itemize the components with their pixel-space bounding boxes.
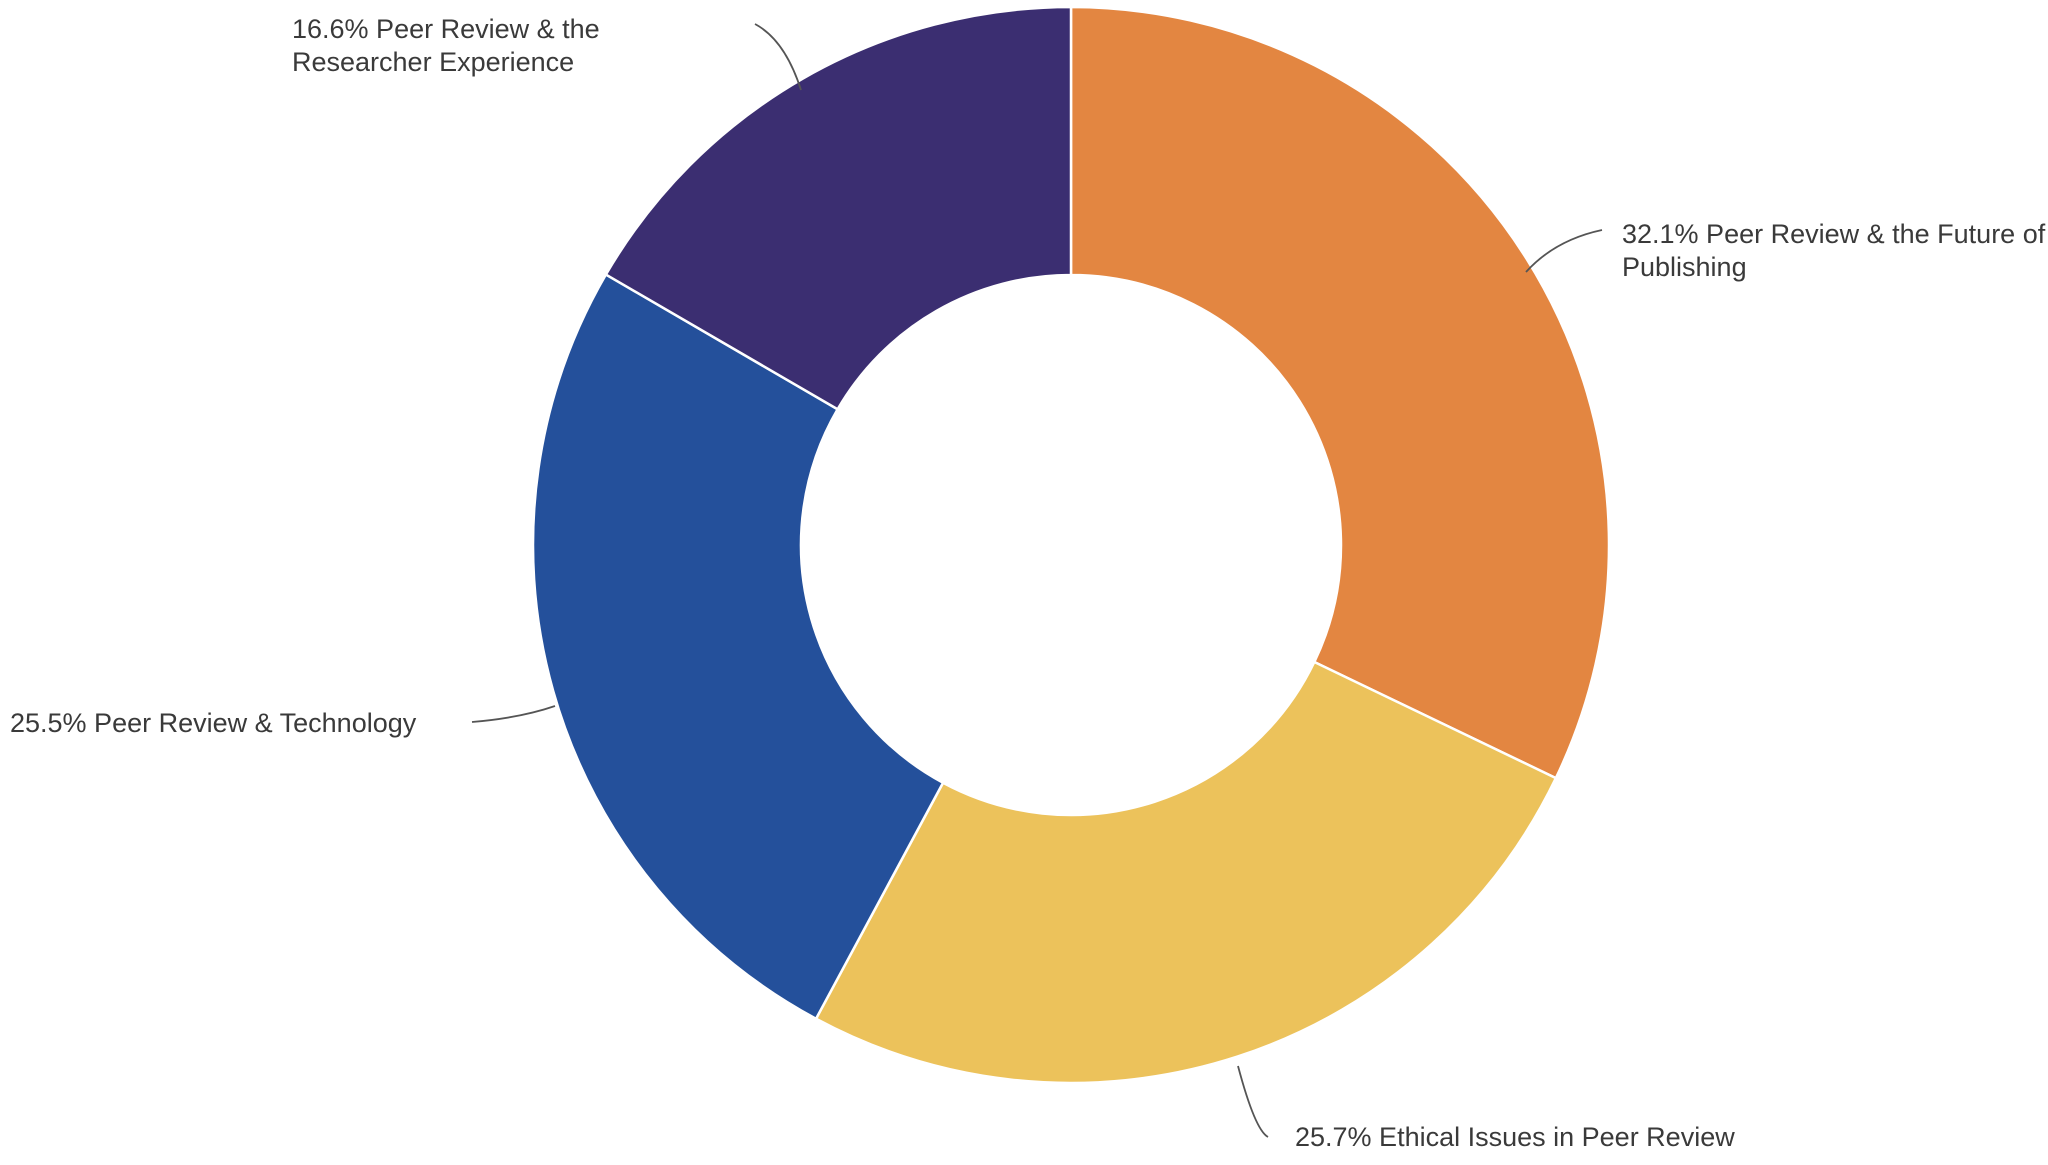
label-peer-review-and-the-future-of-publishing: 32.1% Peer Review & the Future of Publish… <box>1622 219 2046 282</box>
label-peer-review-and-technology: 25.5% Peer Review & Technology <box>10 708 417 738</box>
slice-peer-review-and-the-researcher-experience <box>604 5 1073 411</box>
label-line: Researcher Experience <box>292 47 574 77</box>
label-ethical-issues-in-peer-review: 25.7% Ethical Issues in Peer Review <box>1295 1122 1735 1152</box>
label-line: Publishing <box>1622 252 1747 282</box>
slice-peer-review-and-technology <box>531 272 945 1021</box>
leader-line-ethical-issues <box>1237 1065 1269 1138</box>
leader-line-researcher-experience <box>754 23 802 91</box>
label-line: 25.7% Ethical Issues in Peer Review <box>1295 1122 1735 1152</box>
slice-peer-review-and-the-future-of-publishing <box>1069 5 1611 780</box>
label-peer-review-and-the-researcher-experience: 16.6% Peer Review & the Researcher Experi… <box>292 14 600 77</box>
leader-line-technology <box>471 705 556 723</box>
leader-line-future-of-publishing <box>1525 229 1603 273</box>
slice-labels: 32.1% Peer Review & the Future of Publish… <box>10 14 2046 1152</box>
slice-ethical-issues-in-peer-review <box>814 660 1558 1085</box>
label-line: 16.6% Peer Review & the <box>292 14 600 44</box>
donut-slices <box>531 5 1611 1085</box>
label-line: 32.1% Peer Review & the Future of <box>1622 219 2046 249</box>
label-leader-lines <box>471 23 1603 1138</box>
label-line: 25.5% Peer Review & Technology <box>10 708 417 738</box>
